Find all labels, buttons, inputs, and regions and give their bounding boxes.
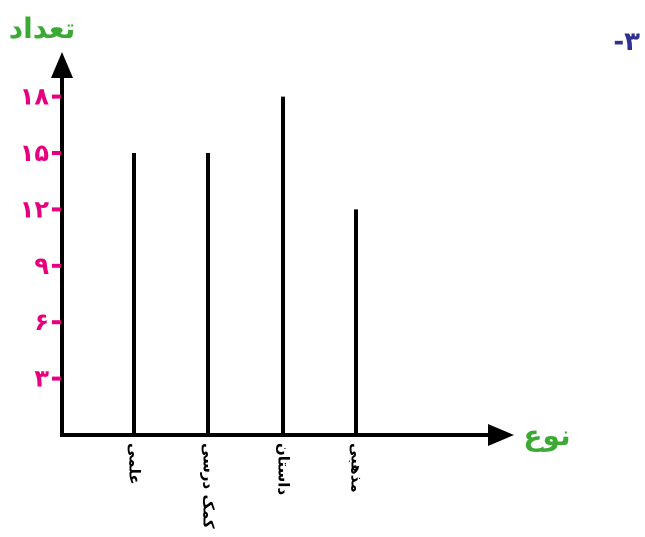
x-category-label: علمی [126,443,144,485]
y-tick-label: ۱۸ [20,83,50,111]
category-labels: علمی کمک درسی داستان مذهبی [126,443,366,529]
y-ticks: ۳ ۶ ۹ ۱۲ ۱۵ ۱۸ [20,83,61,393]
y-tick-label: ۶ [34,308,49,336]
y-axis-arrow [51,52,73,78]
y-tick-label: ۱۵ [20,139,49,167]
question-number: -۳ [613,27,640,57]
x-axis-arrow [488,424,514,446]
y-axis-title: تعداد [9,12,75,45]
y-tick-label: ۹ [34,252,49,280]
y-tick-label: ۱۲ [20,195,50,223]
bars [132,96,358,435]
x-category-label: داستان [275,443,293,495]
x-axis-title: نوع [523,419,570,452]
y-tick-label: ۳ [34,365,49,393]
x-category-label: کمک درسی [200,443,218,529]
x-category-label: مذهبی [348,443,366,493]
